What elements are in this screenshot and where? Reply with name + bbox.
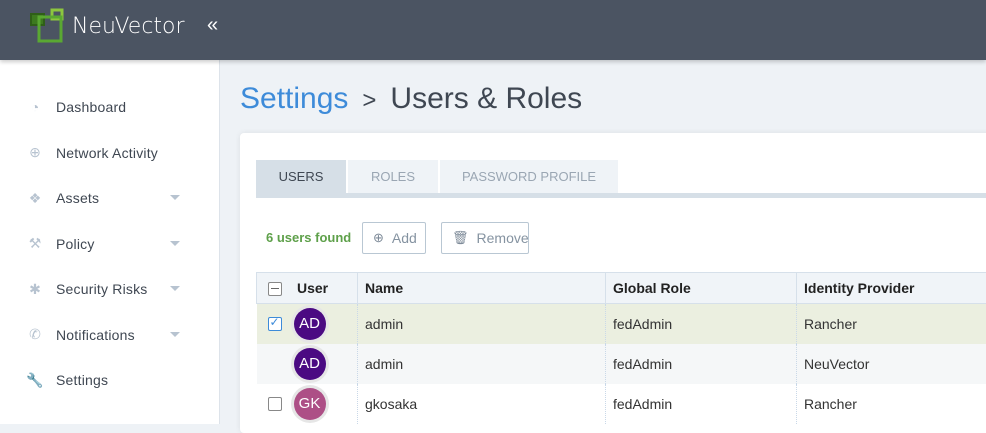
sidebar-item-notifications[interactable]: ✆ Notifications <box>0 315 219 355</box>
globe-icon: ⊕ <box>26 144 44 161</box>
avatar: GK <box>294 388 326 420</box>
table-row[interactable]: AD admin fedAdmin NeuVector <box>257 344 986 384</box>
sidebar-item-label: Assets <box>56 190 99 206</box>
gavel-icon: ⚒ <box>26 235 44 252</box>
cell-global-role: fedAdmin <box>606 304 797 344</box>
avatar: AD <box>294 348 326 380</box>
select-all-checkbox[interactable] <box>268 282 282 296</box>
remove-label: Remove <box>477 230 529 246</box>
cell-identity-provider: NeuVector <box>797 344 986 384</box>
header-name[interactable]: Name <box>358 273 606 304</box>
header-user[interactable]: User <box>297 280 328 296</box>
header-global-role[interactable]: Global Role <box>606 273 797 304</box>
row-checkbox[interactable] <box>268 317 282 331</box>
add-button[interactable]: ⊕ Add <box>362 222 426 254</box>
breadcrumb-settings[interactable]: Settings <box>240 82 348 115</box>
caret-down-icon <box>170 332 180 337</box>
table-row[interactable]: GK gkosaka fedAdmin Rancher <box>257 384 986 424</box>
avatar: AD <box>294 308 326 340</box>
sidebar-item-label: Network Activity <box>56 145 158 161</box>
cell-global-role: fedAdmin <box>606 344 797 384</box>
cell-name: gkosaka <box>358 384 606 424</box>
add-label: Add <box>392 230 417 246</box>
sidebar-item-label: Settings <box>56 372 108 388</box>
remove-button[interactable]: 🗑 Remove <box>441 222 529 254</box>
cell-name: admin <box>358 344 606 384</box>
sidebar-item-network-activity[interactable]: ⊕ Network Activity <box>0 133 219 173</box>
cell-global-role: fedAdmin <box>606 384 797 424</box>
sidebar-item-policy[interactable]: ⚒ Policy <box>0 224 219 264</box>
caret-down-icon <box>170 195 180 200</box>
cell-identity-provider: Rancher <box>797 384 986 424</box>
neuvector-logo-icon <box>28 8 70 46</box>
brand-name: NeuVector <box>72 14 185 39</box>
bug-icon: ✱ <box>26 281 44 298</box>
breadcrumb-separator: > <box>362 87 376 114</box>
table-row[interactable]: AD admin fedAdmin Rancher <box>257 304 986 344</box>
tab-users[interactable]: USERS <box>256 160 346 193</box>
wrench-icon: 🔧 <box>26 372 44 389</box>
sidebar: ◔ Dashboard ⊕ Network Activity ❖ Assets ⚒ Polic… <box>0 60 220 424</box>
page-title: Settings > Users & Roles <box>240 82 582 116</box>
page-heading: Users & Roles <box>390 82 582 115</box>
cubes-icon: ❖ <box>26 190 44 207</box>
users-table: User Name Global Role Identity Provider … <box>256 272 986 424</box>
plus-circle-icon: ⊕ <box>373 230 384 246</box>
trash-icon: 🗑 <box>452 230 469 246</box>
sidebar-item-assets[interactable]: ❖ Assets <box>0 178 219 218</box>
sidebar-item-settings[interactable]: 🔧 Settings <box>0 360 219 400</box>
sidebar-item-label: Policy <box>56 236 95 252</box>
users-count: 6 users found <box>266 230 351 245</box>
collapse-sidebar-icon[interactable]: « <box>207 14 218 37</box>
cell-identity-provider: Rancher <box>797 304 986 344</box>
tab-password-profile[interactable]: PASSWORD PROFILE <box>440 160 618 193</box>
tab-roles[interactable]: ROLES <box>348 160 438 193</box>
caret-down-icon <box>170 286 180 291</box>
tab-bar-underline <box>256 193 986 198</box>
sidebar-item-dashboard[interactable]: ◔ Dashboard <box>0 87 219 127</box>
sidebar-item-label: Security Risks <box>56 281 147 297</box>
caret-down-icon <box>170 241 180 246</box>
top-header: NeuVector « <box>0 0 986 60</box>
header-identity-provider[interactable]: Identity Provider <box>797 273 986 304</box>
gauge-icon: ◔ <box>26 99 44 115</box>
sidebar-item-label: Notifications <box>56 327 135 343</box>
phone-icon: ✆ <box>26 326 44 343</box>
sidebar-item-label: Dashboard <box>56 99 126 115</box>
row-checkbox[interactable] <box>268 397 282 411</box>
sidebar-item-security-risks[interactable]: ✱ Security Risks <box>0 269 219 309</box>
cell-name: admin <box>358 304 606 344</box>
